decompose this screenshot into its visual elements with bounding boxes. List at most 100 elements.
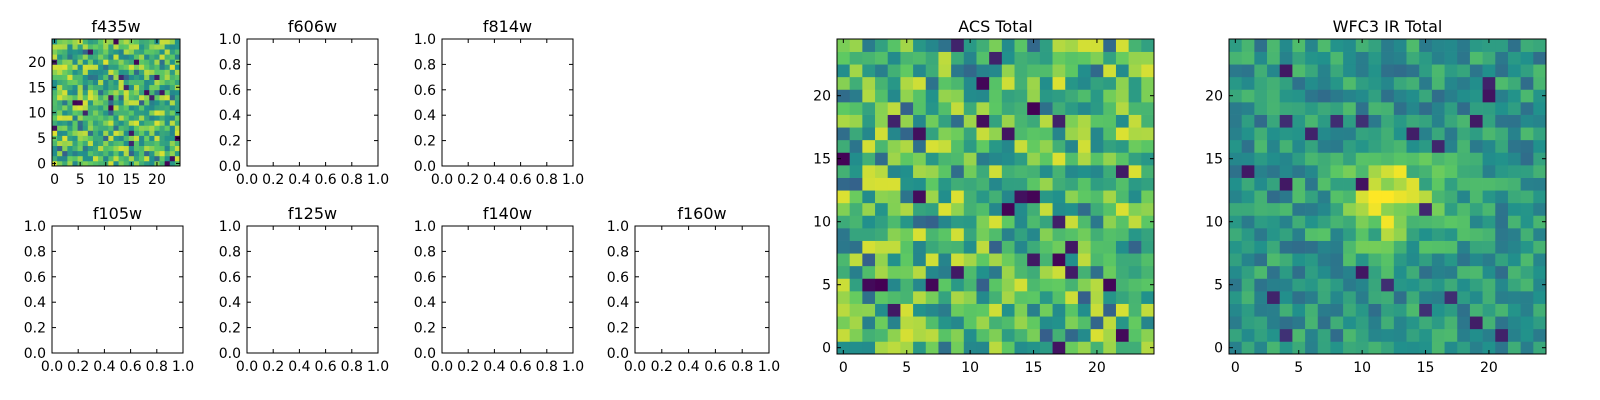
heatmap-cell [57,155,63,162]
heatmap-cell [1279,190,1293,204]
heatmap-cell [887,291,901,304]
heatmap-cell [128,79,135,86]
heatmap-cell [92,84,99,91]
heatmap-cell [92,160,99,167]
heatmap-cell [62,145,68,152]
heatmap-cell [887,76,901,90]
heatmap-cell [1406,278,1420,292]
heatmap-cell [144,125,150,131]
heatmap-cell [862,253,876,267]
heatmap-cell [164,99,171,106]
heatmap-cell [1065,228,1079,241]
heatmap-cell [1292,240,1306,254]
heatmap-cell [1267,341,1281,355]
heatmap-cell [98,140,104,147]
heatmap-cell [123,120,130,126]
heatmap-cell [1229,51,1243,65]
heatmap-cell [1001,253,1015,267]
heatmap-cell [1381,165,1395,178]
heatmap-cell [67,74,73,80]
heatmap-cell [1444,303,1458,317]
heatmap-cell [92,69,99,75]
heatmap-cell [875,139,889,153]
heatmap-cell [1495,215,1509,229]
heatmap-cell [1141,265,1155,279]
heatmap-cell [1292,39,1306,52]
heatmap-cell [108,99,114,106]
heatmap-cell [849,152,863,166]
heatmap-cell [92,99,99,106]
heatmap-cell [67,140,73,147]
heatmap-cell [1077,177,1091,191]
heatmap-cell [1065,291,1079,304]
heatmap-cell [862,165,876,178]
heatmap-cell [1014,177,1028,191]
heatmap-cell [1495,253,1509,267]
heatmap-cell [1381,303,1395,317]
x-tick-label: 0.0 [41,359,63,375]
heatmap-cell [887,316,901,330]
heatmap-cell [123,84,130,91]
heatmap-cell [1241,202,1255,216]
heatmap-cell [98,74,104,80]
heatmap-cell [174,49,181,55]
heatmap-cell [875,240,889,254]
heatmap-cell [1495,51,1509,65]
heatmap-cell [1330,278,1344,292]
heatmap-cell [1355,89,1369,103]
heatmap-cell [52,74,58,80]
heatmap-cell [1469,253,1483,267]
heatmap-cell [144,59,150,65]
heatmap-cell [1368,265,1382,279]
heatmap-cell [1343,139,1357,153]
heatmap-cell [862,190,876,204]
heatmap-cell [1014,127,1028,141]
heatmap-cell [118,49,125,55]
heatmap-cell [1533,76,1547,90]
y-tick-label: 15 [28,80,46,96]
x-tick-label: 10 [961,360,979,376]
heatmap-cell [1482,303,1496,317]
x-tick-label: 1.0 [562,172,584,188]
heatmap-cell [989,303,1003,317]
heatmap-cell [1368,39,1382,52]
x-tick-label: 0.8 [341,172,363,188]
heatmap-cell [887,102,901,115]
heatmap-cell [1533,240,1547,254]
heatmap-cell [976,139,990,153]
heatmap-cell [900,165,914,178]
heatmap-cell [123,69,130,75]
heatmap-cell [951,328,965,342]
heatmap-cell [1267,39,1281,52]
heatmap-cell [154,99,160,106]
heatmap-cell [900,76,914,90]
heatmap-cell [976,127,990,141]
heatmap-cell [1014,51,1028,65]
heatmap-cell [1027,64,1041,78]
heatmap-cell [963,177,977,191]
heatmap-cell [1431,240,1445,254]
heatmap-cell [1431,51,1445,65]
heatmap-cell [1317,102,1331,115]
axes-frame [246,38,379,167]
heatmap-cell [1052,215,1066,229]
heatmap-cell [1406,265,1420,279]
heatmap-cell [875,265,889,279]
heatmap-cell [1027,341,1041,355]
heatmap-cell [1039,165,1053,178]
heatmap-cell [164,110,171,116]
heatmap-cell [1520,341,1534,355]
heatmap-cell [1103,76,1117,90]
heatmap-cell [169,110,176,116]
heatmap-cell [128,44,135,50]
heatmap-cell [849,278,863,292]
y-tick-label: 1.0 [607,219,629,235]
heatmap-cell [951,152,965,166]
heatmap-cell [118,150,125,157]
heatmap-cell [1103,278,1117,292]
heatmap-cell [849,114,863,128]
y-tick-label: 0 [37,156,46,172]
heatmap-cell [837,316,851,330]
heatmap-cell [128,140,135,147]
heatmap-cell [1115,328,1129,342]
